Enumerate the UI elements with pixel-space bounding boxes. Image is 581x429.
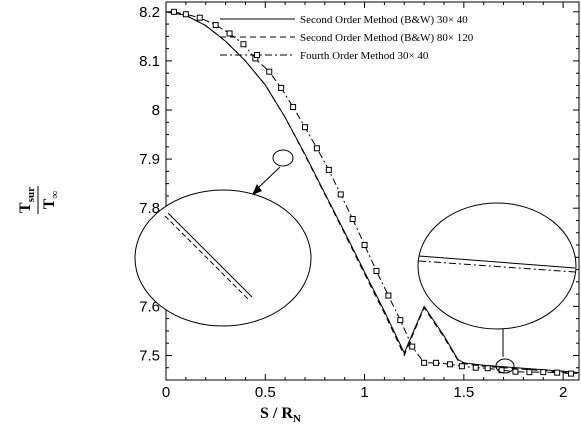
zoom-line-left-dashed (164, 215, 250, 301)
zoom-marker-small-right (495, 358, 515, 374)
series-2-marker-7 (266, 68, 273, 75)
x-axis: 0 0.5 1 1.5 2 (162, 2, 567, 401)
series-2-marker-8 (278, 84, 285, 91)
legend-label-fourth-order-30x40: Fourth Order Method 30× 40 (300, 50, 429, 62)
series-2-marker-2 (196, 14, 203, 21)
y-axis-title-denominator: T∞ (41, 191, 61, 210)
plot-frame (165, 1, 580, 381)
legend-label-second-order-30x40: Second Order Method (B&W) 30× 40 (300, 14, 468, 26)
y-axis-title-denominator-main: T (41, 198, 58, 209)
series-2-marker-3 (212, 22, 219, 29)
series-2-marker-15 (361, 242, 368, 248)
series-2-marker-1 (182, 11, 189, 18)
series-2-marker-10 (301, 124, 308, 131)
x-axis-title: S / RN (260, 405, 301, 425)
x-axis-title-main: S / R (260, 405, 293, 422)
zoom-line-right-solid (418, 255, 576, 269)
series-2-marker-18 (397, 317, 404, 324)
series-line-0 (166, 11, 579, 374)
zoom-annotations (134, 149, 577, 374)
y-tick-label-1: 7.6 (139, 298, 160, 315)
y-axis-title: Tsur T∞ (17, 186, 61, 214)
y-axis-title-subscript: sur (25, 187, 37, 202)
series-2-marker-29 (540, 369, 547, 376)
zoom-ellipse-left (134, 189, 312, 327)
legend-label-second-order-80x120: Second Order Method (B&W) 80× 120 (300, 32, 474, 44)
x-tick-label-0: 0 (162, 384, 170, 401)
y-tick-label-4: 7.9 (139, 151, 160, 168)
x-tick-label-1: 0.5 (255, 384, 276, 401)
series-2-marker-24 (472, 364, 479, 371)
x-axis-title-subscript: N (293, 413, 301, 425)
y-tick-label-5: 8 (152, 102, 160, 119)
legend-marker-square (254, 52, 260, 58)
series-2-marker-22 (446, 361, 453, 368)
zoom-marker-small-left (272, 149, 294, 167)
series-2-marker-13 (337, 191, 344, 198)
y-axis-title-denominator-subscript: ∞ (49, 191, 61, 199)
series-2-marker-25 (484, 365, 491, 372)
y-axis-title-numerator: Tsur (17, 187, 37, 213)
series-2-marker-31 (568, 370, 575, 377)
x-tick-label-2: 1 (360, 384, 368, 401)
series-2-marker-0 (170, 8, 177, 15)
series-2-marker-9 (290, 104, 297, 111)
legend: Second Order Method (B&W) 30× 40 Second … (220, 14, 474, 62)
x-tick-label-4: 2 (559, 384, 567, 401)
y-tick-label-6: 8.1 (139, 53, 160, 70)
series-2-marker-12 (325, 166, 332, 173)
series-2-marker-16 (373, 268, 380, 275)
zoom-line-left-solid (167, 212, 253, 298)
series-2-marker-17 (385, 292, 392, 299)
y-axis-title-main: T (17, 202, 34, 213)
zoom-arrowhead-left (252, 184, 262, 195)
y-tick-label-3: 7.8 (139, 200, 160, 217)
zoom-line-right-dashdot (418, 260, 576, 273)
series-2-marker-11 (313, 145, 320, 152)
series-2-marker-14 (349, 215, 356, 222)
series-line-1 (166, 11, 579, 375)
series-2-marker-23 (458, 363, 465, 370)
series-2-marker-21 (433, 359, 440, 366)
series-2-marker-27 (512, 368, 519, 375)
y-tick-label-0: 7.5 (139, 347, 160, 364)
x-tick-label-3: 1.5 (453, 384, 474, 401)
series-layer (166, 8, 579, 377)
y-tick-label-7: 8.2 (139, 4, 160, 21)
series-2-marker-28 (526, 369, 533, 376)
series-2-marker-4 (226, 30, 233, 37)
series-2-marker-5 (240, 41, 247, 48)
series-2-marker-30 (554, 369, 561, 376)
zoom-arrow-left (257, 166, 281, 189)
series-2-marker-20 (421, 359, 428, 366)
series-2-marker-19 (409, 343, 416, 350)
